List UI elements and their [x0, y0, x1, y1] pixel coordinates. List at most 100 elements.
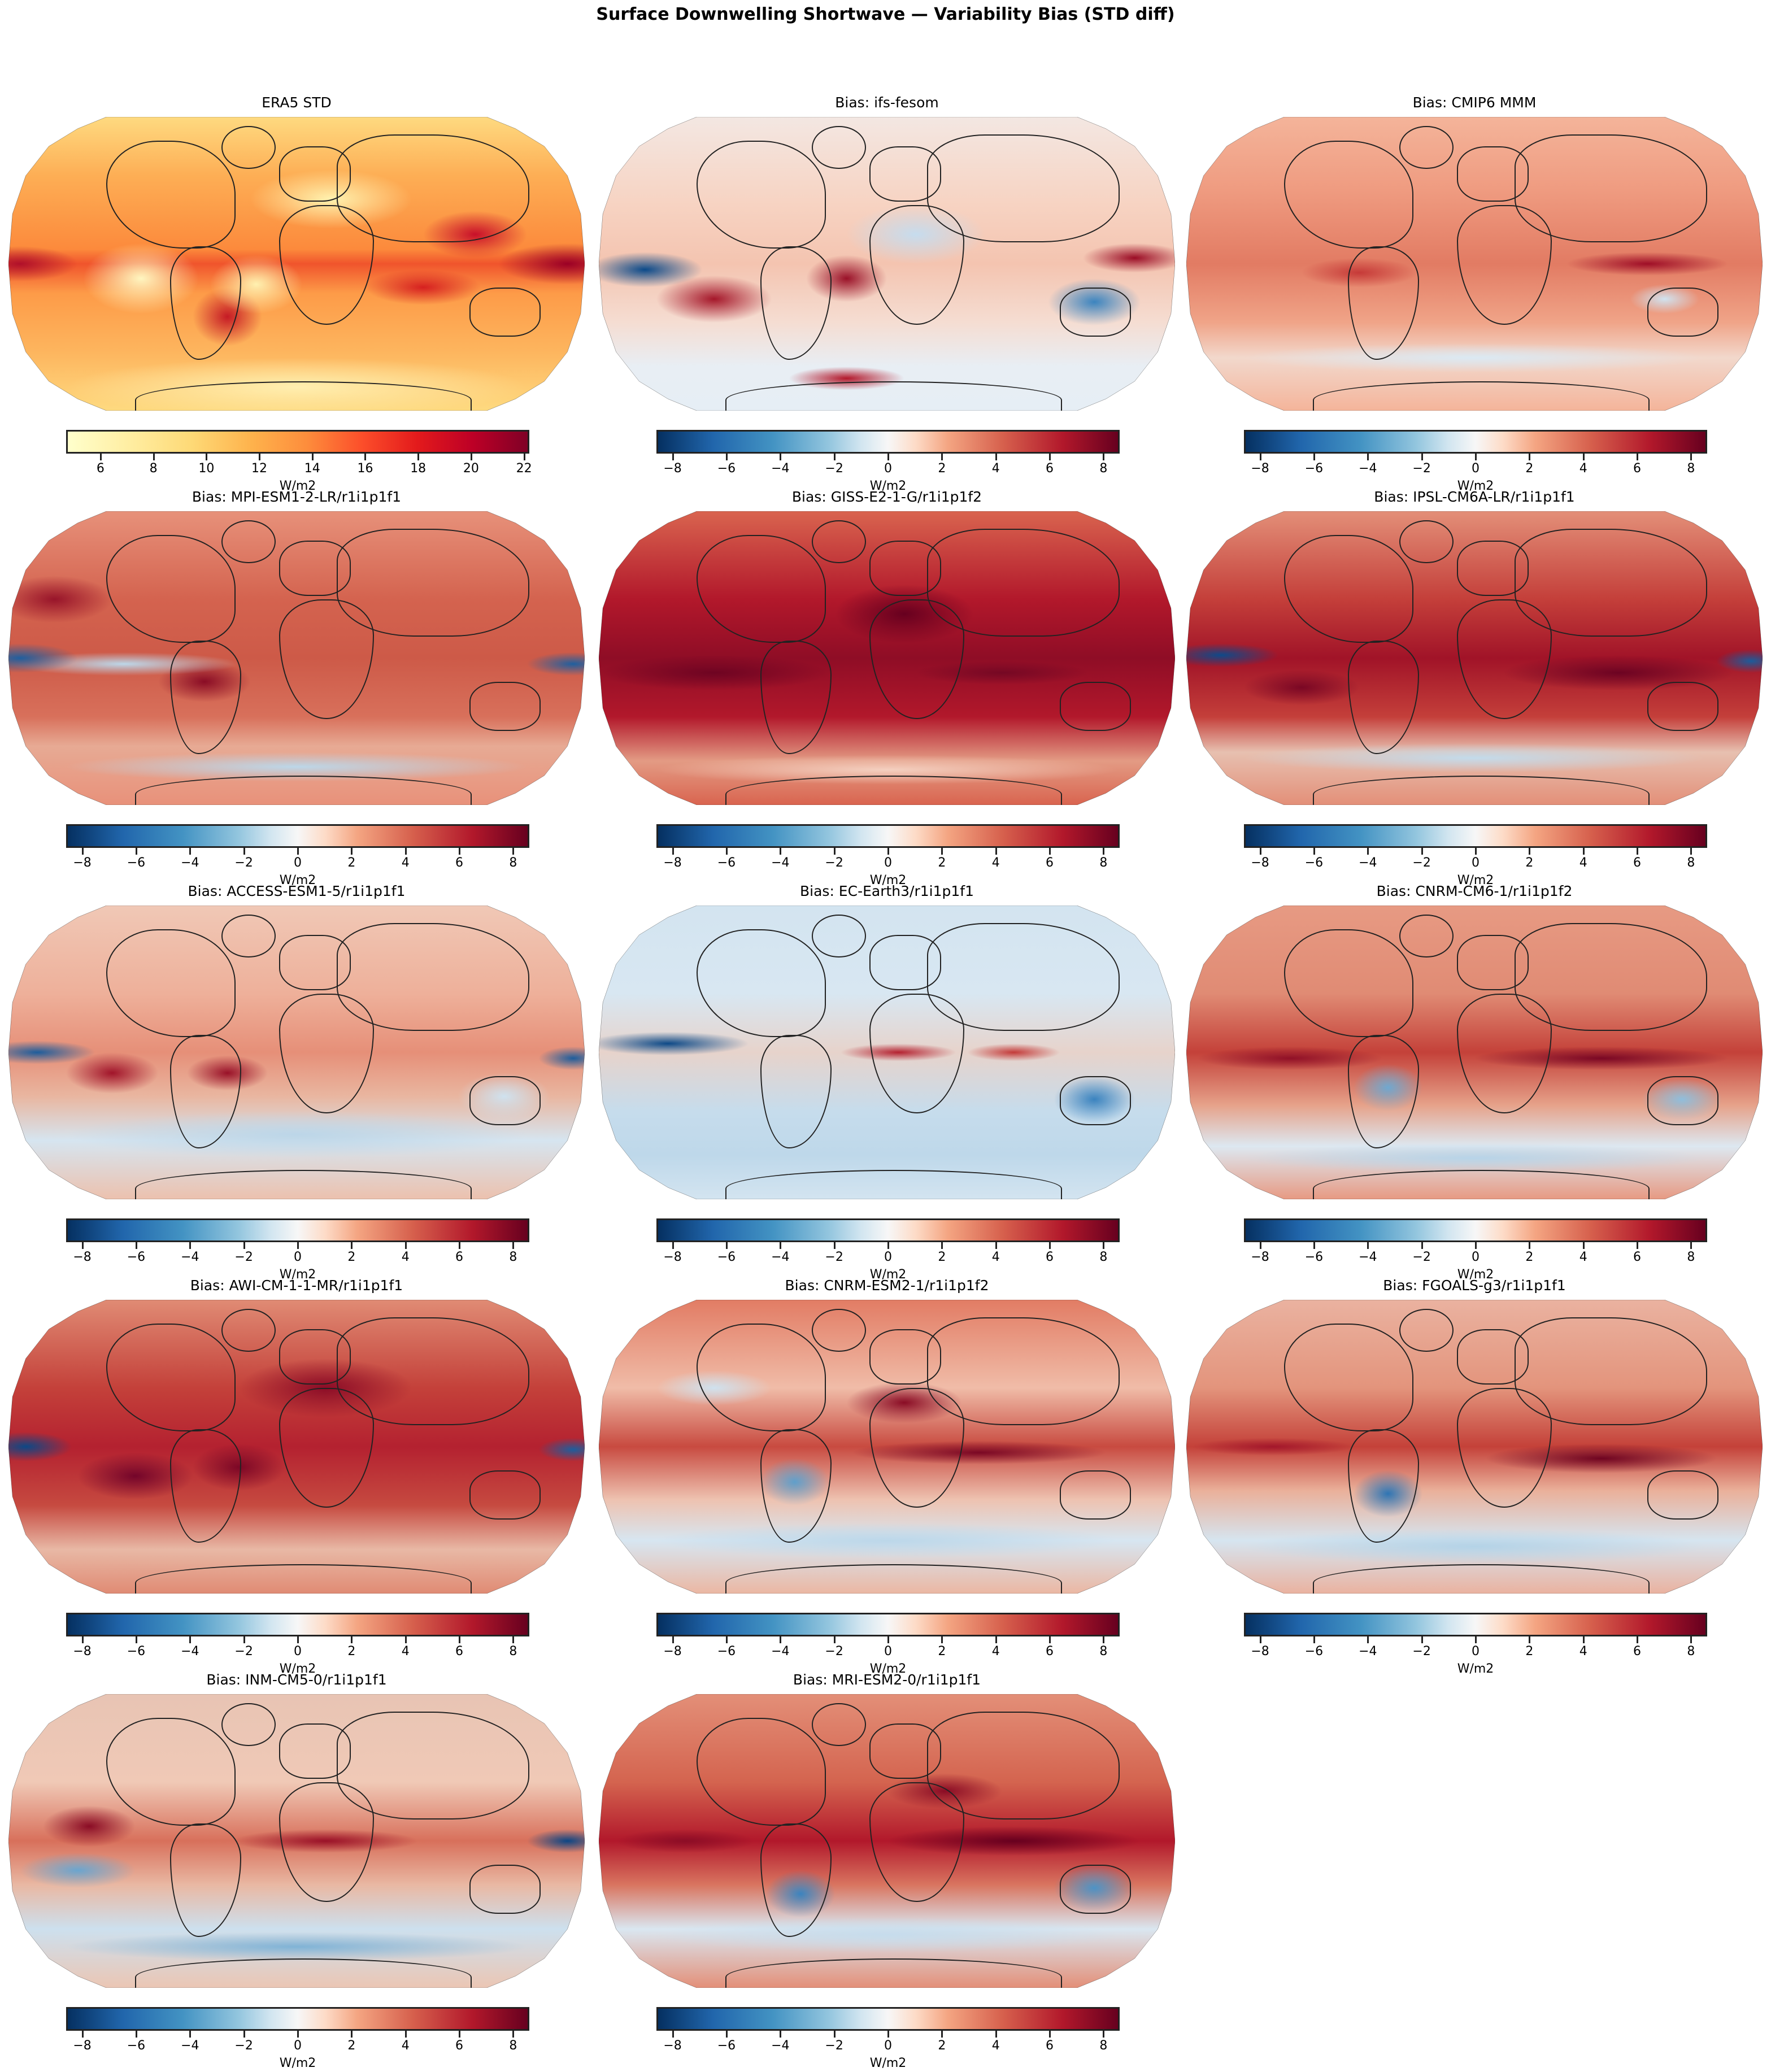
colorbar-tick-label: −8 [1251, 1250, 1269, 1264]
colorbar-tick-label: 8 [509, 1250, 517, 1264]
coastline-asia [1515, 1317, 1707, 1426]
coastline-south-america [169, 246, 241, 360]
colorbar-tick [995, 848, 997, 855]
colorbar-tick [1049, 848, 1051, 855]
colorbar-tick-label: −2 [825, 856, 843, 870]
colorbar-tick-label: 8 [509, 1644, 517, 1659]
colorbar-tick-label: 8 [1687, 856, 1695, 870]
colorbar-units-label: W/m2 [869, 2056, 907, 2070]
colorbar-tick-label: 6 [1633, 1250, 1642, 1264]
coastline-north-america [1284, 1323, 1413, 1431]
colorbar-units-label: W/m2 [279, 479, 316, 493]
coastline-greenland [812, 914, 867, 958]
coastline-north-america [697, 140, 826, 249]
colorbar-tick-label: 10 [198, 462, 215, 476]
colorbar [1244, 430, 1707, 454]
coastline-greenland [812, 520, 867, 564]
colorbar-tick-label: 8 [1099, 1644, 1108, 1659]
colorbar-tick [523, 454, 525, 460]
colorbar-tick [1313, 1242, 1315, 1249]
colorbar-tick-label: −2 [825, 2039, 843, 2053]
coastline-australia [1060, 1076, 1132, 1125]
colorbar-tick-label: 8 [1687, 462, 1695, 476]
panel-title: Bias: ACCESS-ESM1-5/r1i1p1f1 [188, 883, 406, 899]
colorbar-tick-label: 4 [991, 462, 1000, 476]
coastline-north-america [697, 1717, 826, 1826]
colorbar-tick-label: −2 [1412, 856, 1431, 870]
colorbar-tick [725, 454, 728, 460]
colorbar-tick-label: 4 [401, 1644, 410, 1659]
colorbar-tick [941, 2031, 943, 2038]
colorbar-tick [941, 1636, 943, 1643]
colorbar-tick-label: 0 [294, 856, 302, 870]
colorbar-tick [1529, 1636, 1531, 1643]
colorbar-tick [941, 848, 943, 855]
colorbar-tick-label: −4 [1359, 462, 1377, 476]
colorbar-tick [1049, 2031, 1051, 2038]
colorbar-tick-label: 4 [1579, 1644, 1587, 1659]
colorbar-tick-label: −6 [717, 462, 736, 476]
colorbar-tick-label: −6 [1304, 856, 1324, 870]
colorbar-tick [1313, 848, 1315, 855]
colorbar-tick [1049, 454, 1051, 460]
coastline-asia [337, 134, 529, 243]
colorbar-tick [1529, 454, 1531, 460]
colorbar-tick-label: 8 [1099, 2039, 1108, 2053]
coastline-antarctica [1313, 776, 1650, 805]
colorbar-tick-label: 8 [509, 856, 517, 870]
colorbar-tick-label: −2 [234, 856, 253, 870]
colorbar-tick-label: −8 [663, 1250, 682, 1264]
colorbar-tick-label: −2 [234, 2039, 253, 2053]
colorbar [66, 824, 529, 848]
coastline-antarctica [135, 1170, 472, 1199]
colorbar-tick-label: 4 [401, 856, 410, 870]
panel-title: Bias: MPI-ESM1-2-LR/r1i1p1f1 [192, 489, 402, 505]
colorbar-tick-label: 2 [1525, 1644, 1534, 1659]
colorbar-tick [672, 1242, 674, 1249]
colorbar-tick-label: 4 [1579, 462, 1587, 476]
coastline-south-america [760, 640, 832, 755]
colorbar-tick-label: −6 [127, 2039, 146, 2053]
map-panel [599, 1694, 1175, 1988]
colorbar-tick [81, 848, 84, 855]
coastline-antarctica [1313, 1564, 1650, 1594]
coastline-greenland [221, 914, 276, 958]
colorbar-tick-label: 4 [991, 2039, 1000, 2053]
colorbar-tick-label: −8 [663, 2039, 682, 2053]
colorbar-tick-label: 6 [1046, 1644, 1054, 1659]
panel-title: Bias: CNRM-CM6-1/r1i1p1f2 [1376, 883, 1573, 899]
coastline-north-america [697, 534, 826, 643]
colorbar-tick-label: 2 [347, 1644, 356, 1659]
colorbar-tick-label: −8 [1251, 462, 1269, 476]
colorbar-tick-label: 8 [1099, 1250, 1108, 1264]
colorbar-tick [780, 1636, 782, 1643]
colorbar-tick [1367, 454, 1369, 460]
colorbar-tick-label: −6 [127, 1250, 146, 1264]
colorbar-tick [206, 454, 208, 460]
map-panel [8, 1694, 585, 1988]
colorbar-tick [470, 454, 472, 460]
colorbar-tick [459, 1636, 461, 1643]
coastline-south-america [1347, 640, 1419, 755]
colorbar-tick-label: −8 [73, 1250, 92, 1264]
colorbar-tick-label: 22 [516, 462, 532, 476]
coastline-north-america [1284, 929, 1413, 1037]
colorbar-tick-label: −2 [1412, 462, 1431, 476]
colorbar-tick [672, 1636, 674, 1643]
colorbar-tick-label: 0 [1472, 1644, 1480, 1659]
colorbar-tick [1103, 454, 1105, 460]
colorbar-tick-label: −2 [1412, 1250, 1431, 1264]
colorbar-tick [189, 2031, 192, 2038]
colorbar-tick [189, 1242, 192, 1249]
coastline-greenland [812, 1308, 867, 1352]
colorbar-tick [887, 1242, 889, 1249]
colorbar-tick-label: 2 [1525, 1250, 1534, 1264]
map-panel [1186, 1300, 1763, 1594]
map-panel [599, 117, 1175, 411]
coastline-asia [337, 529, 529, 637]
colorbar-tick-label: 2 [1525, 856, 1534, 870]
panel-title: Bias: IPSL-CM6A-LR/r1i1p1f1 [1374, 489, 1575, 505]
colorbar-tick-label: −2 [1412, 1644, 1431, 1659]
colorbar-tick-label: −6 [127, 1644, 146, 1659]
colorbar-tick-label: 0 [1472, 1250, 1480, 1264]
